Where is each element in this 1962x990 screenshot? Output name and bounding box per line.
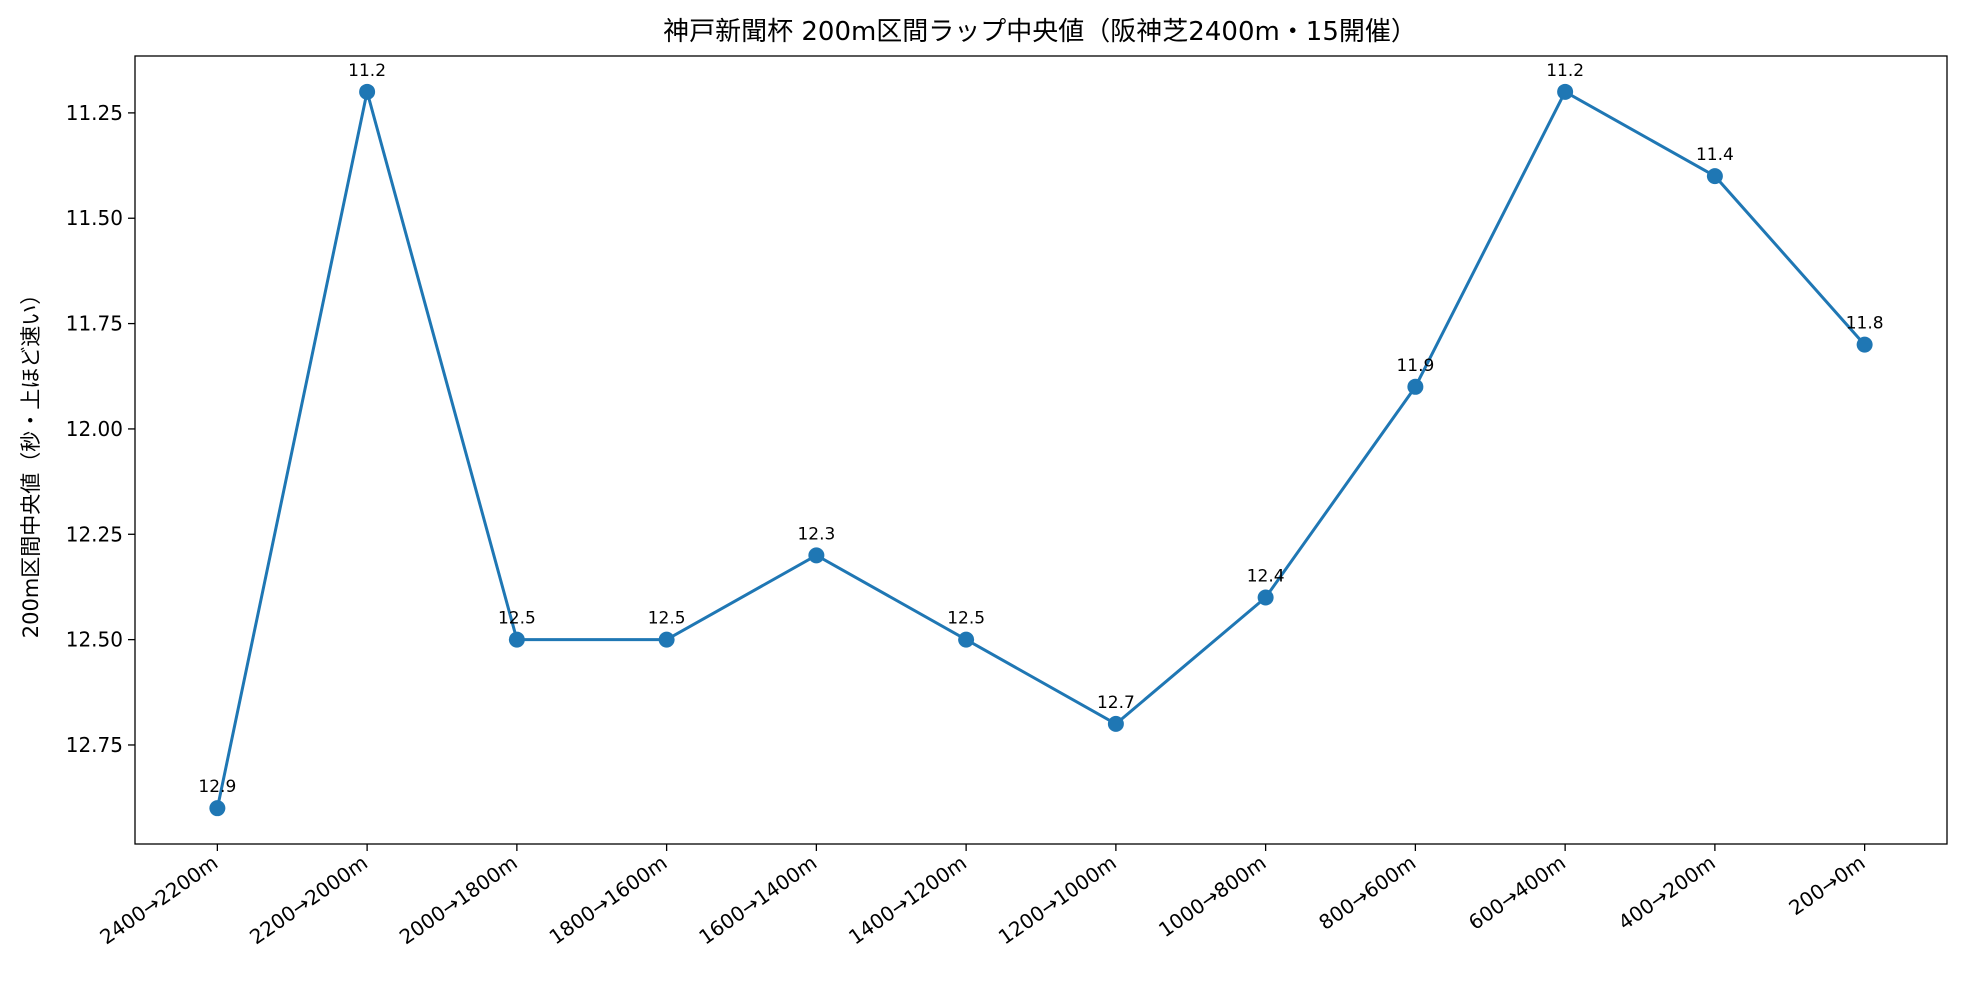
data-label: 12.5 bbox=[648, 609, 686, 629]
y-ticks: 11.25 11.50 11.75 12.00 12.25 12.50 12.75 bbox=[66, 101, 135, 757]
x-tick-label: 200→0m bbox=[1784, 850, 1869, 920]
data-label: 11.2 bbox=[348, 61, 386, 81]
data-label: 12.3 bbox=[797, 524, 835, 544]
data-label: 11.9 bbox=[1396, 356, 1434, 376]
plot-frame bbox=[134, 55, 1948, 845]
data-label: 12.5 bbox=[498, 609, 536, 629]
x-tick-label: 1200→1000m bbox=[994, 850, 1121, 949]
data-label: 11.2 bbox=[1546, 61, 1584, 81]
data-label: 12.4 bbox=[1247, 566, 1285, 586]
data-point bbox=[808, 547, 825, 564]
data-point bbox=[658, 631, 675, 648]
data-point bbox=[359, 83, 376, 100]
x-tick-label: 1800→1600m bbox=[545, 850, 672, 949]
x-tick-label: 2000→1800m bbox=[395, 850, 522, 949]
data-point bbox=[508, 631, 525, 648]
data-label: 12.7 bbox=[1097, 693, 1135, 713]
y-tick-label: 11.25 bbox=[66, 101, 123, 125]
data-point bbox=[209, 800, 226, 817]
x-tick-label: 1000→800m bbox=[1154, 850, 1270, 942]
data-labels: 12.9 11.2 12.5 12.5 12.3 12.5 12.7 12.4 11.9 11.2… bbox=[198, 61, 1883, 797]
data-point bbox=[1706, 168, 1723, 185]
data-point bbox=[1557, 83, 1574, 100]
x-tick-label: 1600→1400m bbox=[694, 850, 821, 949]
x-tick-label: 2200→2000m bbox=[245, 850, 372, 949]
data-label: 11.4 bbox=[1696, 145, 1734, 165]
y-tick-label: 12.50 bbox=[66, 628, 123, 652]
x-tick-label: 400→200m bbox=[1614, 850, 1720, 934]
data-label: 11.8 bbox=[1846, 314, 1884, 334]
data-point bbox=[1856, 336, 1873, 353]
x-tick-label: 1400→1200m bbox=[844, 850, 971, 949]
series-line bbox=[215, 89, 1866, 809]
data-label: 12.5 bbox=[947, 609, 985, 629]
chart-title: 神戸新聞杯 200m区間ラップ中央値（阪神芝2400m・15開催） bbox=[663, 17, 1417, 47]
data-point bbox=[958, 631, 975, 648]
data-label: 12.9 bbox=[198, 777, 236, 797]
x-tick-label: 2400→2200m bbox=[95, 850, 222, 949]
x-ticks: 2400→2200m 2200→2000m 2000→1800m 1800→1600m… bbox=[95, 844, 1870, 949]
data-points bbox=[209, 83, 1873, 817]
y-axis-label: 200m区間中央値（秒・上ほど速い） bbox=[19, 284, 43, 639]
y-tick-label: 11.75 bbox=[66, 312, 123, 336]
y-tick-label: 11.50 bbox=[66, 206, 123, 230]
x-tick-label: 800→600m bbox=[1314, 850, 1420, 934]
x-tick-label: 600→400m bbox=[1464, 850, 1570, 934]
data-point bbox=[1107, 715, 1124, 732]
y-tick-label: 12.25 bbox=[66, 522, 123, 546]
y-tick-label: 12.00 bbox=[66, 417, 123, 441]
data-point bbox=[1257, 589, 1274, 606]
data-point bbox=[1407, 378, 1424, 395]
y-tick-label: 12.75 bbox=[66, 733, 123, 757]
